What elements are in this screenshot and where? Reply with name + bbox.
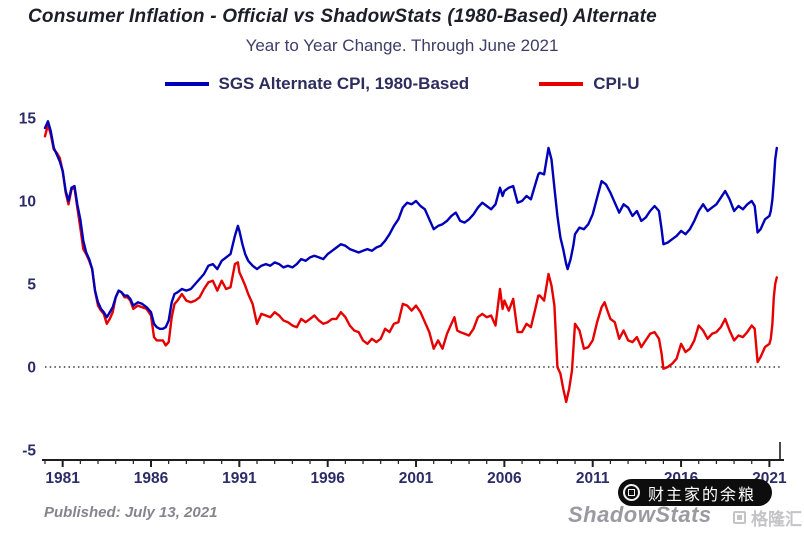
chart-legend: SGS Alternate CPI, 1980-Based CPI-U <box>0 74 804 94</box>
chart-title: Consumer Inflation - Official vs ShadowS… <box>28 6 657 27</box>
legend-swatch-sgs-line <box>164 82 209 86</box>
x-tick-label: 2006 <box>487 470 522 487</box>
x-tick-label: 2001 <box>399 470 434 487</box>
y-tick-label: -5 <box>22 443 36 460</box>
x-tick-label: 1996 <box>310 470 345 487</box>
series-line-sgs <box>43 120 778 330</box>
y-tick-label: 10 <box>19 194 36 211</box>
series-line-cpiu <box>43 123 778 404</box>
gelonghui-logo-icon-inner <box>737 515 742 520</box>
legend-label-cpiu: CPI-U <box>593 74 640 93</box>
inflation-line-chart: -505101519811986199119962001200620112016… <box>19 111 787 488</box>
x-tick-label: 1991 <box>222 470 257 487</box>
legend-label-sgs: SGS Alternate CPI, 1980-Based <box>218 74 470 93</box>
y-tick-label: 0 <box>27 360 36 377</box>
shadowstats-watermark: ShadowStats <box>568 502 712 527</box>
y-tick-label: 15 <box>19 111 37 128</box>
legend-item-cpiu: CPI-U <box>539 74 639 94</box>
gelonghui-logo-text: 格隆汇 <box>751 510 802 529</box>
x-tick-label: 1986 <box>134 470 169 487</box>
gelonghui-logo-icon <box>733 511 746 524</box>
chinese-watermark-badge: 财主家的余粮 <box>618 479 773 506</box>
legend-swatch-cpiu-line <box>539 82 584 86</box>
published-note: Published: July 13, 2021 <box>44 504 218 521</box>
legend-item-sgs: SGS Alternate CPI, 1980-Based <box>164 74 470 94</box>
y-tick-label: 5 <box>27 277 36 294</box>
x-tick-label: 2011 <box>576 470 610 487</box>
coin-seal-icon <box>623 484 640 501</box>
chart-subtitle: Year to Year Change. Through June 2021 <box>245 36 559 55</box>
x-tick-label: 1981 <box>45 470 80 487</box>
coin-hole-shape <box>628 489 635 496</box>
gelonghui-logo: 格隆汇 <box>733 505 802 530</box>
chinese-watermark-text: 财主家的余粮 <box>648 486 757 504</box>
